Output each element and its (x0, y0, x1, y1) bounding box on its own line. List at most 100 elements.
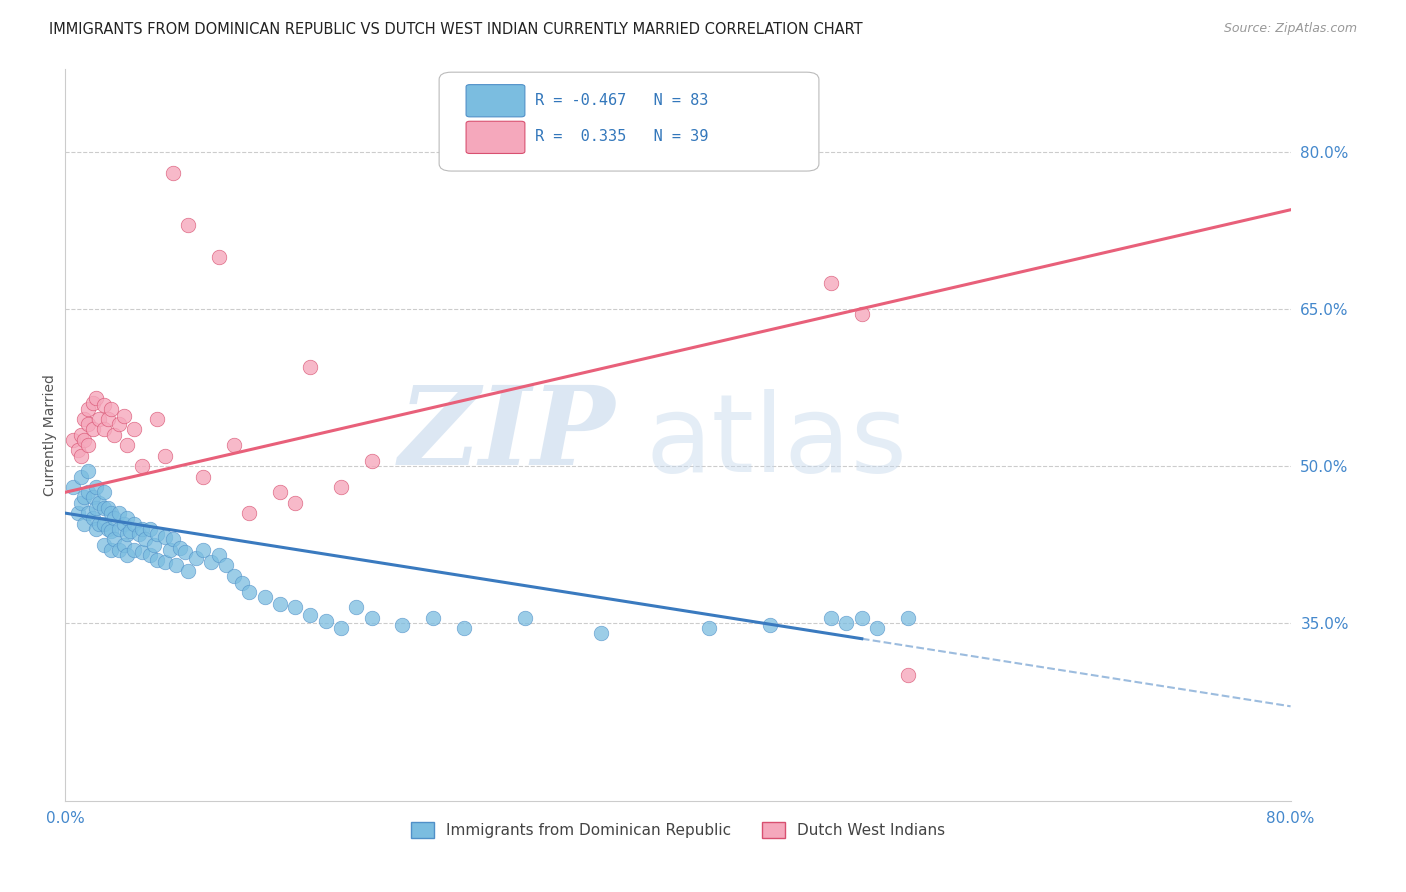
Point (108, 542, 131, 557)
Point (62, 480, 84, 494)
Point (169, 541, 191, 555)
Point (112, 516, 135, 531)
Point (100, 401, 122, 416)
Point (153, 530, 176, 544)
Point (77, 438, 100, 452)
Point (360, 611, 382, 625)
Point (866, 621, 889, 635)
Point (69, 449, 91, 463)
Point (128, 527, 150, 541)
Point (697, 621, 720, 635)
Point (77, 464, 100, 478)
Point (97, 522, 120, 536)
Point (115, 527, 138, 541)
Point (115, 438, 138, 452)
Point (93, 516, 115, 531)
Point (165, 558, 187, 573)
Text: atlas: atlas (645, 389, 907, 495)
Text: R =  0.335   N = 39: R = 0.335 N = 39 (534, 129, 709, 145)
Point (124, 516, 146, 531)
Point (897, 668, 920, 682)
Point (118, 524, 141, 538)
Point (82, 396, 104, 410)
FancyBboxPatch shape (439, 72, 818, 171)
Point (146, 553, 169, 567)
Point (100, 542, 122, 557)
Point (513, 611, 536, 625)
Point (153, 555, 176, 569)
Point (143, 537, 166, 551)
Point (200, 555, 222, 569)
Point (897, 611, 920, 625)
Point (103, 427, 125, 442)
Point (62, 433, 84, 447)
Point (82, 511, 104, 525)
Point (759, 618, 782, 632)
Text: R = -0.467   N = 83: R = -0.467 N = 83 (534, 93, 709, 108)
Point (820, 611, 842, 625)
FancyBboxPatch shape (465, 121, 524, 153)
Point (174, 545, 197, 559)
Point (93, 398, 115, 412)
Point (330, 480, 353, 494)
Point (93, 537, 115, 551)
Point (93, 422, 115, 436)
Point (73, 491, 96, 505)
Point (97, 500, 120, 515)
Point (131, 545, 153, 559)
Point (222, 438, 245, 452)
Point (73, 516, 96, 531)
Point (89, 516, 111, 531)
Point (112, 537, 135, 551)
Point (284, 496, 307, 510)
Point (69, 427, 91, 442)
Point (103, 511, 125, 525)
Point (238, 506, 260, 520)
Point (330, 621, 353, 635)
Point (299, 359, 322, 374)
Point (207, 250, 229, 264)
Point (299, 607, 322, 622)
Point (453, 621, 475, 635)
Point (591, 626, 613, 640)
Point (103, 533, 125, 547)
Point (269, 597, 291, 611)
Point (77, 485, 100, 500)
Point (84, 522, 107, 536)
Point (124, 422, 146, 436)
Point (84, 500, 107, 515)
Point (84, 391, 107, 405)
Point (422, 611, 444, 625)
Legend: Immigrants from Dominican Republic, Dutch West Indians: Immigrants from Dominican Republic, Dutc… (405, 816, 952, 845)
Point (112, 409, 135, 423)
Point (77, 401, 100, 416)
Y-axis label: Currently Married: Currently Married (44, 374, 58, 496)
Point (97, 412, 120, 426)
Point (153, 449, 176, 463)
Point (69, 469, 91, 483)
Point (124, 542, 146, 557)
Point (177, 564, 200, 578)
Point (360, 454, 382, 468)
Point (77, 506, 100, 520)
Point (346, 600, 368, 615)
Point (193, 542, 215, 557)
Point (851, 611, 873, 625)
Point (100, 506, 122, 520)
Point (269, 485, 291, 500)
Text: ZIP: ZIP (398, 381, 614, 489)
Point (162, 533, 184, 547)
Point (82, 491, 104, 505)
Text: Source: ZipAtlas.com: Source: ZipAtlas.com (1223, 22, 1357, 36)
FancyBboxPatch shape (465, 85, 524, 117)
Point (115, 511, 138, 525)
Point (146, 412, 169, 426)
Point (284, 600, 307, 615)
Point (73, 433, 96, 447)
Point (177, 219, 200, 233)
Point (93, 500, 115, 515)
Point (222, 569, 245, 583)
Point (131, 459, 153, 474)
Text: IMMIGRANTS FROM DOMINICAN REPUBLIC VS DUTCH WEST INDIAN CURRENTLY MARRIED CORREL: IMMIGRANTS FROM DOMINICAN REPUBLIC VS DU… (49, 22, 863, 37)
Point (82, 422, 104, 436)
